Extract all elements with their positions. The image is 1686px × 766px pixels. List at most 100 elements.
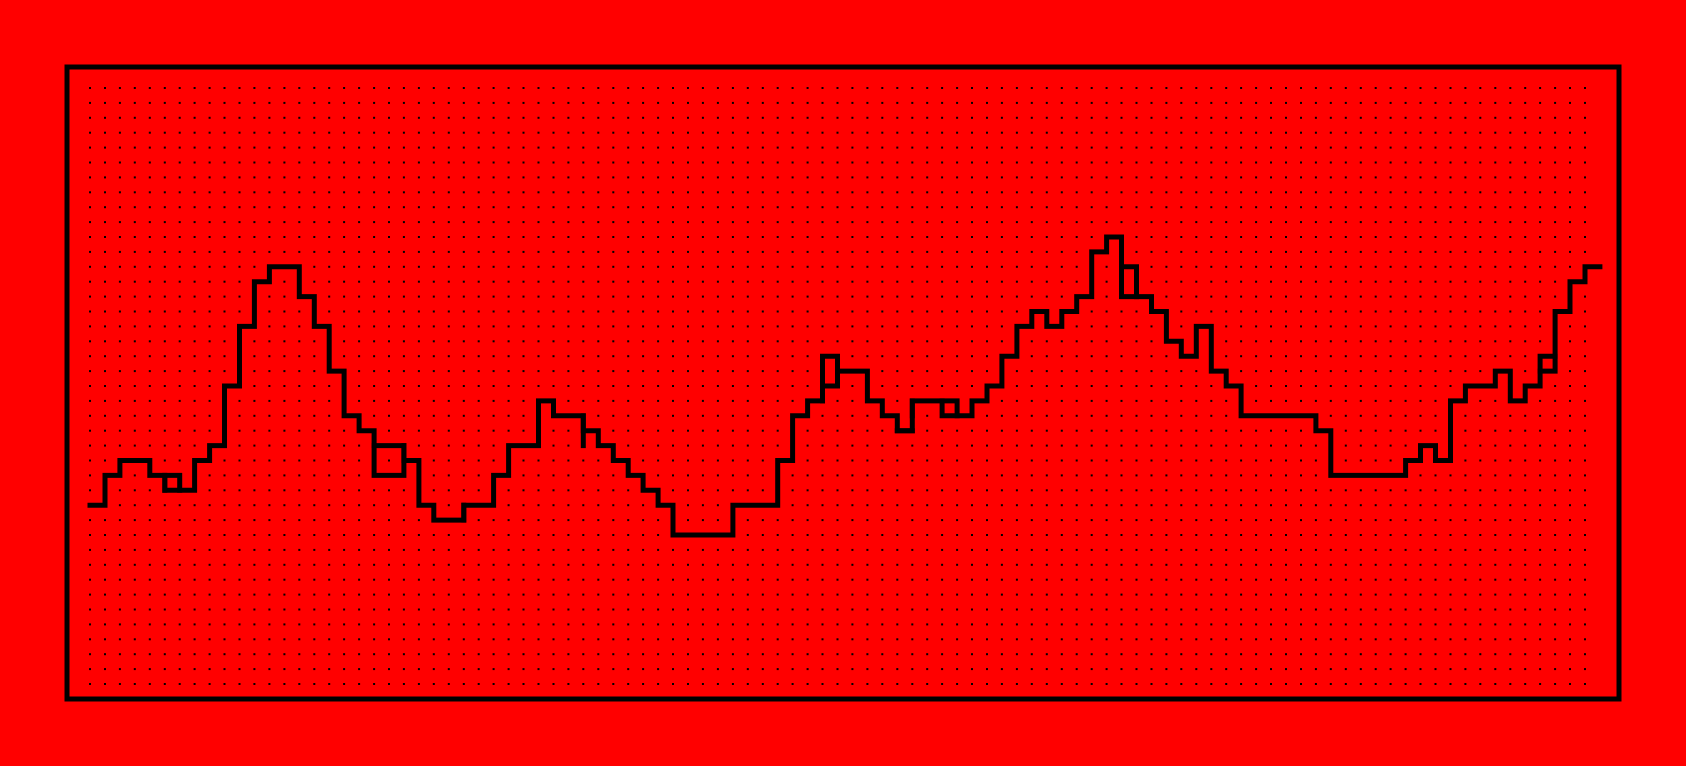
grid-dot	[1419, 504, 1422, 507]
grid-dot	[1030, 414, 1033, 417]
grid-dot	[851, 668, 854, 671]
grid-dot	[1045, 385, 1048, 387]
grid-dot	[627, 578, 630, 581]
grid-dot	[971, 608, 973, 611]
grid-dot	[477, 131, 480, 134]
grid-dot	[1539, 101, 1542, 104]
grid-dot	[657, 385, 660, 387]
grid-dot	[1524, 474, 1527, 477]
grid-dot	[941, 534, 944, 536]
grid-dot	[597, 474, 600, 477]
grid-dot	[507, 146, 510, 149]
grid-dot	[971, 191, 973, 194]
grid-dot	[1449, 355, 1452, 358]
grid-dot	[911, 146, 914, 149]
grid-dot	[89, 340, 91, 343]
grid-dot	[1285, 87, 1287, 89]
grid-dot	[731, 87, 734, 89]
grid-dot	[911, 534, 914, 536]
grid-dot	[1329, 161, 1332, 164]
grid-dot	[627, 295, 630, 298]
grid-dot	[178, 116, 181, 119]
grid-dot	[1419, 355, 1422, 358]
grid-dot	[687, 593, 689, 596]
grid-dot	[627, 534, 630, 536]
grid-dot	[657, 87, 660, 89]
grid-dot	[1494, 534, 1497, 536]
grid-dot	[791, 534, 794, 536]
grid-dot	[417, 131, 420, 134]
grid-dot	[1120, 340, 1123, 343]
grid-dot	[627, 683, 630, 685]
grid-dot	[313, 578, 316, 581]
grid-dot	[731, 355, 734, 358]
grid-dot	[672, 176, 674, 179]
grid-dot	[89, 206, 91, 209]
grid-dot	[208, 265, 211, 268]
grid-dot	[1479, 414, 1482, 417]
grid-dot	[1329, 101, 1332, 104]
grid-dot	[388, 340, 390, 343]
grid-dot	[1359, 250, 1362, 253]
grid-dot	[1090, 399, 1093, 402]
grid-dot	[268, 385, 271, 387]
grid-dot	[1120, 161, 1123, 164]
grid-dot	[657, 370, 660, 373]
grid-dot	[866, 116, 869, 119]
grid-dot	[1419, 280, 1422, 283]
grid-dot	[1554, 548, 1557, 551]
grid-dot	[522, 340, 525, 343]
grid-dot	[522, 236, 525, 238]
grid-dot	[1314, 206, 1317, 209]
grid-dot	[358, 548, 361, 551]
grid-dot	[373, 87, 376, 89]
grid-dot	[821, 325, 824, 328]
grid-dot	[701, 101, 704, 104]
grid-dot	[971, 578, 973, 581]
grid-dot	[1509, 653, 1512, 656]
grid-dot	[836, 116, 839, 119]
grid-dot	[806, 295, 809, 298]
grid-dot	[1030, 563, 1033, 566]
grid-dot	[163, 578, 166, 581]
grid-dot	[746, 489, 749, 492]
grid-dot	[1195, 370, 1198, 373]
grid-dot	[851, 474, 854, 477]
grid-dot	[701, 429, 704, 432]
grid-dot	[148, 295, 151, 298]
grid-dot	[402, 668, 405, 671]
grid-dot	[1165, 399, 1168, 402]
grid-dot	[567, 474, 570, 477]
grid-dot	[133, 101, 136, 104]
grid-dot	[1539, 221, 1542, 224]
grid-dot	[701, 519, 704, 522]
grid-dot	[447, 146, 450, 149]
grid-dot	[268, 414, 271, 417]
grid-dot	[1105, 593, 1108, 596]
grid-dot	[642, 280, 645, 283]
grid-dot	[388, 563, 390, 566]
grid-dot	[447, 236, 450, 238]
grid-dot	[447, 250, 450, 253]
grid-dot	[1464, 623, 1467, 626]
grid-dot	[612, 161, 615, 164]
grid-dot	[328, 593, 331, 596]
grid-dot	[447, 355, 450, 358]
grid-dot	[791, 385, 794, 387]
grid-dot	[1479, 236, 1482, 238]
grid-dot	[1150, 608, 1153, 611]
grid-dot	[731, 623, 734, 626]
grid-dot	[821, 683, 824, 685]
grid-dot	[1255, 578, 1258, 581]
grid-dot	[1075, 325, 1078, 328]
grid-dot	[1060, 399, 1063, 402]
grid-dot	[1329, 176, 1332, 179]
grid-dot	[133, 250, 136, 253]
grid-dot	[373, 280, 376, 283]
grid-dot	[1404, 176, 1407, 179]
grid-dot	[89, 429, 91, 432]
grid-dot	[642, 623, 645, 626]
grid-dot	[388, 459, 390, 462]
grid-dot	[911, 250, 914, 253]
